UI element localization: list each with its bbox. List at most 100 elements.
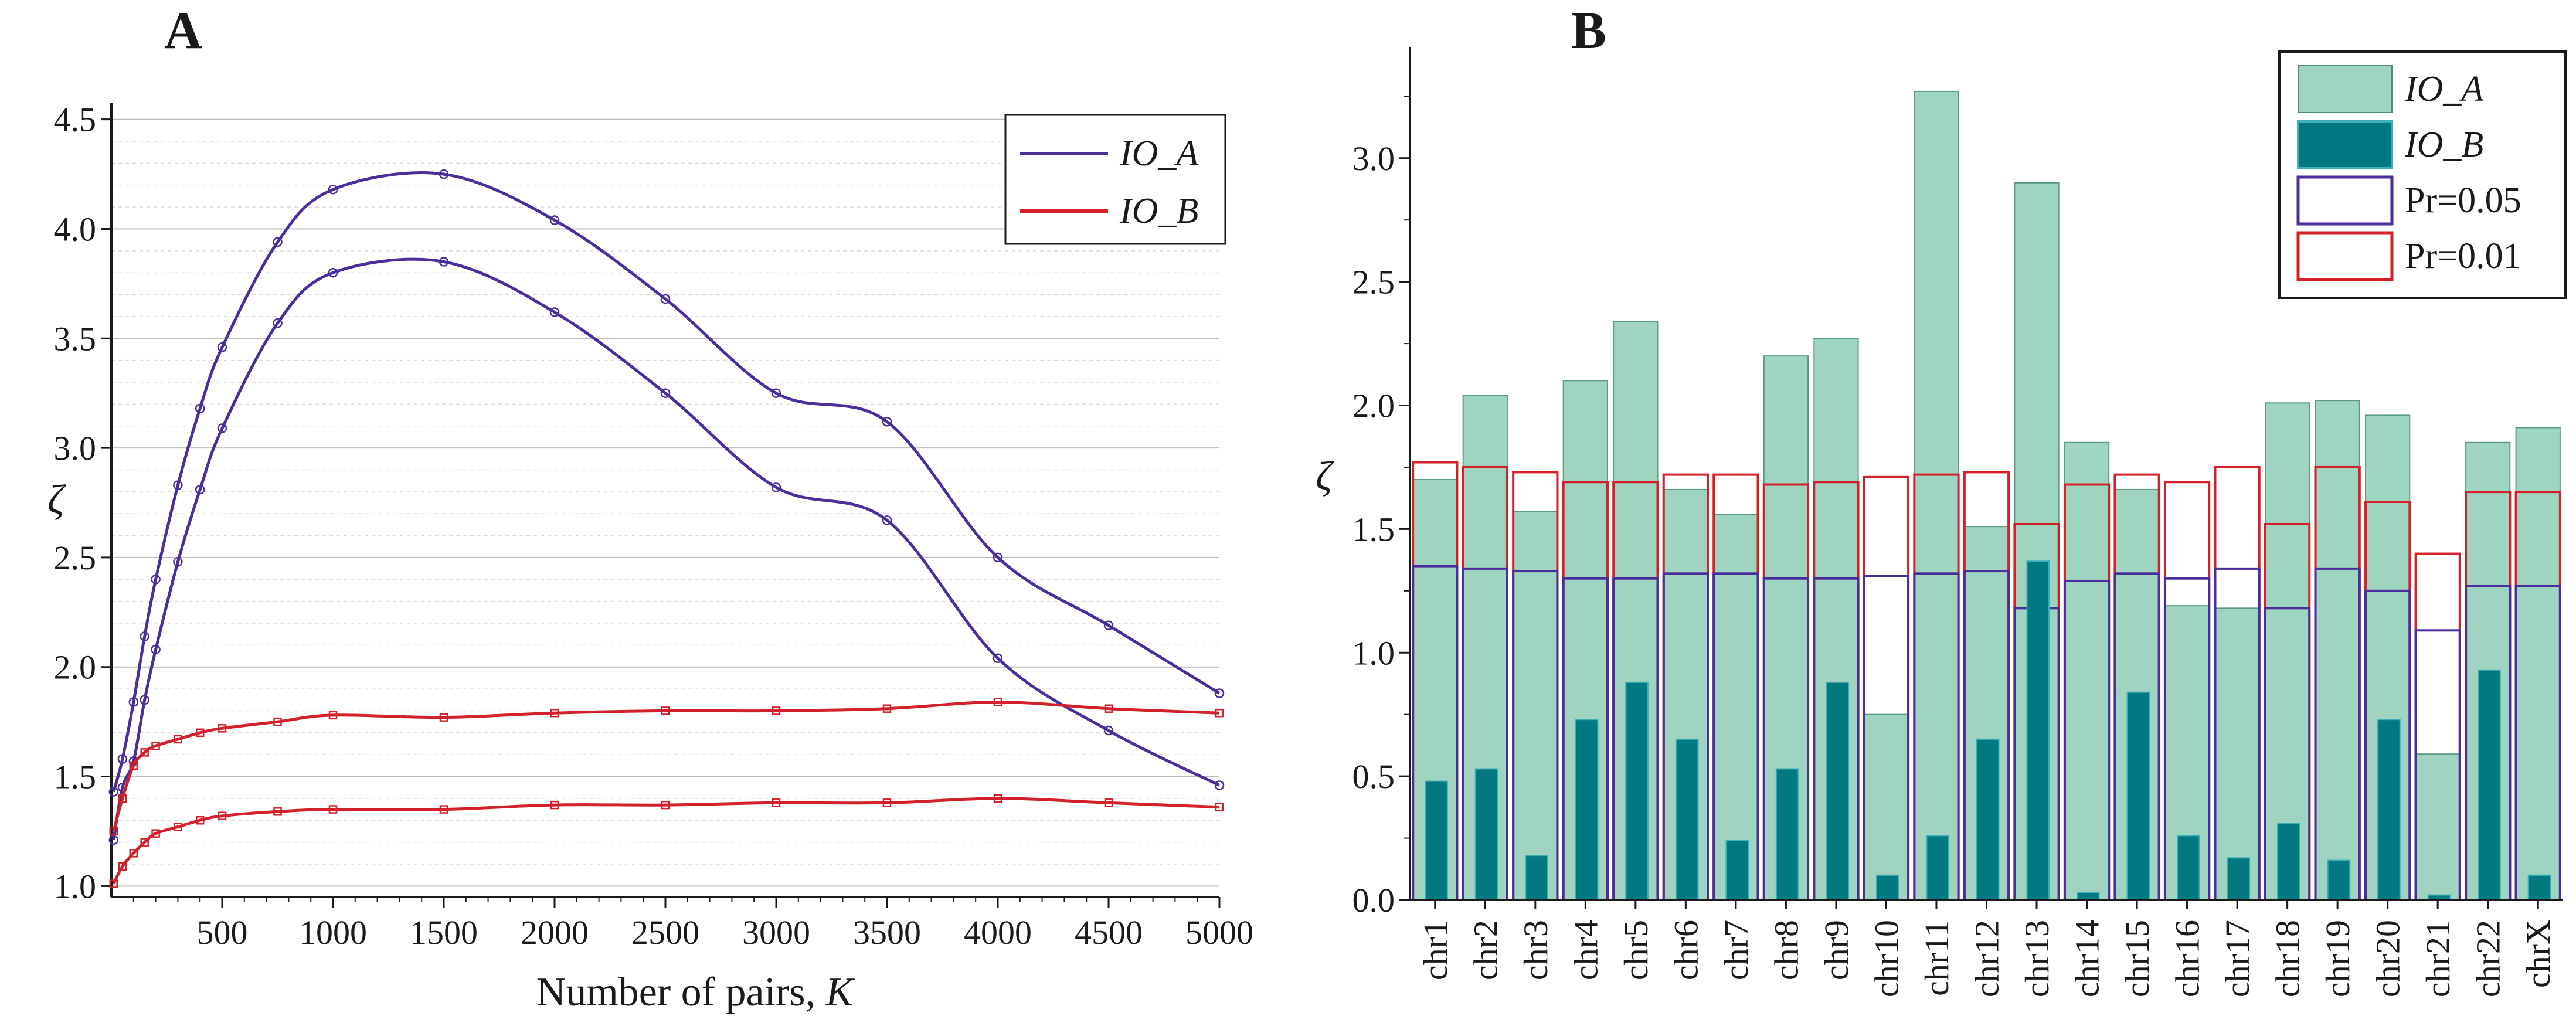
- data-point: [882, 417, 892, 427]
- legend-swatch-io-b: [2297, 120, 2393, 169]
- data-point: [1214, 688, 1225, 698]
- b-x-tick-label: chr2: [1466, 920, 1504, 980]
- data-point: [140, 631, 149, 641]
- data-point: [195, 403, 205, 414]
- bar-group-chr5: [1612, 321, 1659, 901]
- data-point: [218, 811, 227, 821]
- bar-io-b: [1625, 681, 1649, 901]
- data-point: [772, 706, 781, 715]
- bar-io-b: [1575, 719, 1599, 901]
- bar-io-a: [2064, 441, 2110, 901]
- data-point: [273, 237, 283, 247]
- x-tick-label: 3000: [742, 913, 810, 952]
- panel-a-series: [108, 169, 1225, 888]
- data-point: [549, 307, 560, 317]
- bar-group-chr20: [2364, 414, 2411, 901]
- b-x-tick-label: chr11: [1918, 920, 1956, 996]
- data-point: [771, 482, 781, 492]
- data-point: [1214, 780, 1225, 790]
- bar-io-b: [1875, 874, 1899, 901]
- data-point: [140, 695, 149, 705]
- bar-io-b: [1474, 768, 1498, 901]
- b-y-tick-label: 2.5: [1352, 263, 1395, 301]
- y-tick-label: 1.5: [54, 758, 97, 796]
- y-tick-label: 4.0: [54, 210, 97, 248]
- panel-a-legend-box: [1004, 114, 1226, 245]
- data-point: [550, 800, 559, 810]
- bar-group-chrX: [2514, 427, 2561, 901]
- data-point: [549, 215, 560, 225]
- legend-label-io-a: IO_A: [1119, 134, 1199, 174]
- data-point: [195, 815, 205, 825]
- b-x-tick-label: chr6: [1667, 920, 1705, 980]
- panel-b-bar-chart: B 0.0 0.5 1.0 1.5 2.0 2.5 3.0 chr1 chr2 chr3 chr4 c…: [1316, 2, 2567, 997]
- legend-label-io-b: IO_B: [1119, 191, 1198, 231]
- legend-swatch-io-a: [2298, 65, 2393, 113]
- bar-group-chr8: [1762, 355, 1810, 901]
- bar-group-chr13: [2013, 182, 2060, 901]
- bar-io-a: [1513, 511, 1558, 901]
- y-tick-label: 4.5: [54, 101, 97, 139]
- data-point: [660, 388, 671, 398]
- bar-group-chr18: [2264, 402, 2311, 901]
- b-x-tick-label: chr19: [2319, 920, 2357, 997]
- panel-a-ticks: 1.0 1.5 2.0 2.5 3.0 3.5 4.0 4.5 500 1000 1500 2000 2…: [54, 101, 1254, 952]
- data-point: [273, 717, 282, 726]
- b-x-tick-label: chr4: [1566, 920, 1605, 980]
- bar-group-chr22: [2465, 441, 2512, 901]
- data-point: [439, 713, 448, 722]
- data-point: [109, 827, 118, 836]
- bar-group-chr6: [1662, 473, 1709, 901]
- x-tick-label: 1500: [410, 913, 478, 952]
- bar-io-a: [1713, 514, 1759, 901]
- x-tick-label: 500: [197, 913, 248, 952]
- y-tick-label: 3.0: [54, 429, 97, 467]
- data-point: [151, 644, 161, 655]
- data-point: [128, 697, 139, 707]
- legend-label-b-io-a: IO_A: [2404, 69, 2484, 109]
- b-y-tick-label: 2.0: [1352, 387, 1395, 425]
- panel-a-y-axis-title: ζ: [47, 477, 67, 522]
- b-x-tick-label: chr22: [2469, 920, 2507, 997]
- data-point: [108, 835, 119, 845]
- b-y-tick-label: 3.0: [1352, 140, 1395, 178]
- data-point: [882, 798, 892, 807]
- x-tick-label: 1000: [299, 913, 367, 952]
- series-line: [112, 257, 1221, 841]
- b-x-tick-label: chr7: [1717, 920, 1755, 980]
- x-tick-label: 4500: [1075, 913, 1143, 952]
- data-point: [140, 838, 149, 847]
- y-tick-label: 3.5: [54, 320, 97, 358]
- data-point: [772, 798, 781, 807]
- bar-io-b: [2478, 669, 2501, 901]
- bar-group-chr14: [2063, 441, 2111, 901]
- b-x-tick-label: chr13: [2018, 920, 2056, 997]
- data-point: [117, 754, 128, 764]
- bar-io-b: [2527, 874, 2551, 901]
- bar-group-chr3: [1512, 471, 1559, 901]
- data-point: [151, 575, 161, 585]
- data-point: [771, 388, 781, 398]
- bar-io-b: [1926, 835, 1950, 901]
- legend-label-pr-001: Pr=0.01: [2405, 236, 2521, 276]
- y-tick-label: 2.0: [54, 648, 97, 687]
- bar-io-b: [2227, 857, 2251, 901]
- b-y-tick-label: 0.0: [1352, 881, 1395, 919]
- data-point: [1215, 803, 1224, 812]
- bar-group-chr17: [2214, 465, 2261, 901]
- series-io-b: [109, 794, 1224, 888]
- bar-group-chr2: [1462, 395, 1508, 901]
- b-x-tick-label: chr17: [2218, 920, 2256, 997]
- b-x-tick-label: chrX: [2519, 920, 2557, 988]
- bar-io-b: [2026, 560, 2050, 901]
- panel-b-label: B: [1571, 2, 1606, 60]
- bar-group-chr21: [2414, 552, 2461, 901]
- panel-a-x-axis-title: Number of pairs, K: [536, 970, 855, 1015]
- data-point: [660, 294, 671, 304]
- data-point: [1103, 620, 1114, 630]
- b-x-tick-label: chr20: [2369, 920, 2407, 997]
- bar-io-b: [2126, 691, 2150, 901]
- data-point: [151, 741, 160, 750]
- bar-io-b: [2177, 835, 2200, 901]
- data-point: [195, 484, 205, 495]
